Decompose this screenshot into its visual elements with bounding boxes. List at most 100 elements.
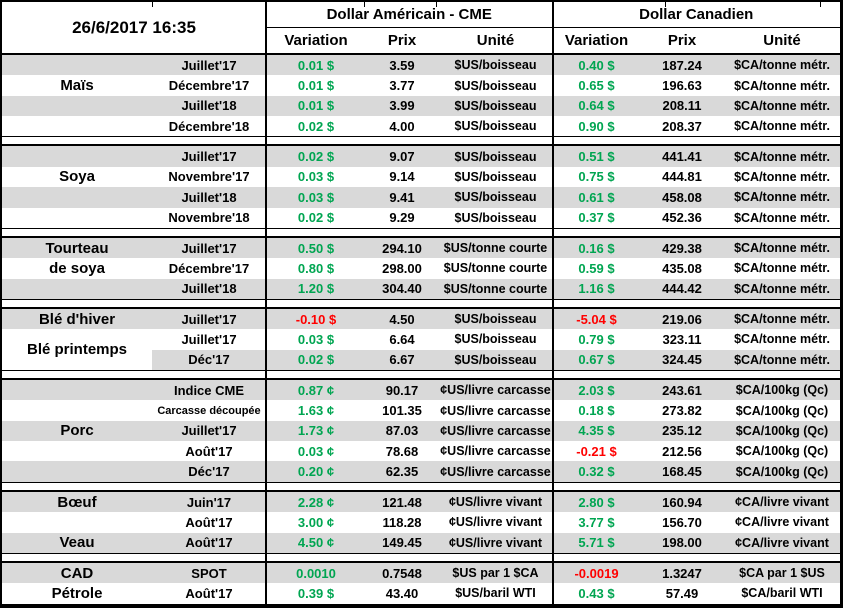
- ca-unite-cell: $CA/100kg (Qc): [724, 420, 840, 442]
- us-prix-cell: 3.77: [389, 78, 415, 94]
- us-prix-cell: 9.14: [389, 169, 415, 185]
- ca-prix-cell: 429.38: [640, 237, 724, 259]
- block-divider-line: [265, 2, 267, 604]
- ca-prix-cell: 160.94: [640, 491, 724, 513]
- us-variation-cell: 0.0010: [266, 562, 366, 584]
- ca-unite-cell: $CA/tonne métr.: [724, 237, 840, 259]
- group-separator: [2, 298, 840, 309]
- gridline-tick: [820, 2, 821, 7]
- report-datetime: 26/6/2017 16:35: [72, 17, 196, 37]
- gridline-tick: [665, 2, 666, 7]
- contract-cell: Décembre'17: [168, 260, 250, 276]
- us-variation-cell: 0.02 $: [266, 349, 366, 371]
- us-variation-cell: -0.10 $: [266, 308, 366, 330]
- commodity-name-cell: [2, 167, 152, 187]
- us-variation-cell: 0.20 ¢: [266, 461, 366, 482]
- commodity-name-cell: [2, 308, 152, 330]
- ca-variation-cell: 0.90 $: [578, 118, 615, 134]
- table-row: Décembre'17 0.01 $ 3.77 $US/boisseau 0.65 $ 1…: [2, 75, 840, 95]
- commodity-group: Juillet'17 0.50 $294.10 $US/tonne courte 0.…: [2, 237, 840, 299]
- ca-prix-cell: 324.45: [640, 349, 724, 371]
- ca-prix-cell: 212.56: [662, 443, 702, 459]
- ca-prix-cell: 196.63: [662, 78, 702, 94]
- us-variation-cell: 0.87 ¢: [266, 380, 366, 401]
- contract-cell: Juillet'18: [152, 95, 266, 117]
- commodity-name-cell: [2, 75, 152, 95]
- ca-variation-cell: 0.59 $: [578, 260, 615, 276]
- table-row: Décembre'17 0.80 $ 298.00 $US/tonne courte 0…: [2, 258, 840, 278]
- us-prix-cell: 4.00: [389, 118, 415, 134]
- contract-cell: Déc'17: [152, 461, 266, 482]
- contract-cell: Carcasse découpée: [157, 404, 261, 417]
- us-unite-cell: $US/tonne courte: [438, 278, 553, 299]
- commodity-name-cell: [2, 512, 152, 532]
- ca-prix-cell: 156.70: [662, 514, 702, 530]
- commodity-group: Juillet'17 -0.10 $4.50 $US/boisseau -5.04 $…: [2, 308, 840, 371]
- ca-unite-cell: $CA/baril WTI: [741, 586, 823, 601]
- ca-unite-cell: $CA/tonne métr.: [724, 95, 840, 117]
- ca-prix-cell: 219.06: [640, 308, 724, 330]
- contract-cell: Juillet'18: [152, 187, 266, 208]
- us-variation-cell: 2.28 ¢: [266, 491, 366, 513]
- contract-cell: Juillet'17: [152, 146, 266, 167]
- ca-variation-cell: 2.80 $: [553, 491, 640, 513]
- us-unite-cell: ¢US/livre vivant: [438, 491, 553, 513]
- contract-cell: Décembre'17: [168, 78, 250, 94]
- us-prix-cell: 6.64: [389, 331, 415, 347]
- us-unite-cell: ¢US/livre vivant: [438, 532, 553, 553]
- us-prix-cell: 62.35: [366, 461, 438, 482]
- commodity-name-cell: [2, 532, 152, 553]
- commodity-name-cell: [2, 116, 152, 136]
- us-prix-cell: 0.7548: [366, 562, 438, 584]
- table-row: Juillet'17 1.73 ¢ 87.03 ¢US/livre carcasse 4…: [2, 420, 840, 442]
- commodity-name-cell: [2, 380, 152, 401]
- commodity-group: Indice CME 0.87 ¢ 90.17 ¢US/livre carcasse 2…: [2, 380, 840, 482]
- us-variation-header: Variation: [284, 32, 348, 49]
- contract-cell: Juillet'17: [152, 55, 266, 76]
- group-separator: [2, 481, 840, 492]
- commodity-name-cell: [2, 583, 152, 603]
- us-unite-cell: $US/boisseau: [454, 78, 537, 93]
- us-unite-cell: $US/boisseau: [438, 146, 553, 167]
- ca-prix-cell: 323.11: [662, 331, 702, 347]
- ca-variation-cell: -5.04 $: [553, 308, 640, 330]
- us-unite-cell: $US/boisseau: [438, 308, 553, 330]
- ca-unite-cell: $CA/tonne métr.: [724, 278, 840, 299]
- contract-cell: Juin'17: [152, 491, 266, 513]
- ca-prix-cell: 452.36: [662, 210, 702, 226]
- group-separator: [2, 552, 840, 563]
- us-prix-cell: 298.00: [382, 260, 422, 276]
- table-row: Août'17 4.50 ¢ 149.45 ¢US/livre vivant 5.71 …: [2, 532, 840, 553]
- ca-unite-cell: $CA/tonne métr.: [734, 261, 830, 276]
- ca-prix-cell: 168.45: [640, 461, 724, 482]
- ca-unite-cell: ¢CA/livre vivant: [735, 515, 829, 530]
- us-prix-cell: 43.40: [385, 585, 419, 601]
- block-divider-line: [552, 2, 554, 604]
- us-prix-cell: 90.17: [366, 380, 438, 401]
- commodity-name-cell: [2, 95, 152, 117]
- us-variation-cell: 0.50 $: [266, 237, 366, 259]
- us-variation-cell: 0.03 $: [297, 169, 335, 185]
- us-unite-cell: $US/baril WTI: [455, 586, 536, 601]
- ca-variation-cell: 0.65 $: [578, 78, 615, 94]
- us-variation-cell: 0.02 $: [266, 146, 366, 167]
- ca-unite-cell: $CA/tonne métr.: [734, 210, 830, 225]
- ca-unite-cell: $CA/tonne métr.: [734, 169, 830, 184]
- commodity-group: Juillet'17 0.02 $9.07 $US/boisseau 0.51 $44…: [2, 146, 840, 227]
- us-variation-cell: 0.02 $: [297, 118, 335, 134]
- table-row: Juillet'17 0.50 $294.10 $US/tonne courte 0.…: [2, 237, 840, 259]
- table-row: SPOT 0.0010 0.7548 $US par 1 $CA -0.0019 1.32…: [2, 562, 840, 584]
- ca-prix-cell: 444.81: [662, 169, 702, 185]
- us-prix-cell: 118.28: [382, 514, 422, 530]
- commodity-name-cell: [2, 400, 152, 420]
- us-unite-cell: $US/boisseau: [454, 119, 537, 134]
- us-variation-cell: 0.01 $: [266, 55, 366, 76]
- contract-cell: Décembre'18: [168, 118, 250, 134]
- ca-variation-cell: -0.0019: [553, 562, 640, 584]
- us-variation-cell: 0.39 $: [297, 585, 335, 601]
- ca-prix-header: Prix: [667, 32, 697, 49]
- ca-prix-cell: 1.3247: [640, 562, 724, 584]
- table-row: Juillet'18 0.03 $9.41 $US/boisseau 0.61 $45…: [2, 187, 840, 208]
- group-separator: [2, 227, 840, 238]
